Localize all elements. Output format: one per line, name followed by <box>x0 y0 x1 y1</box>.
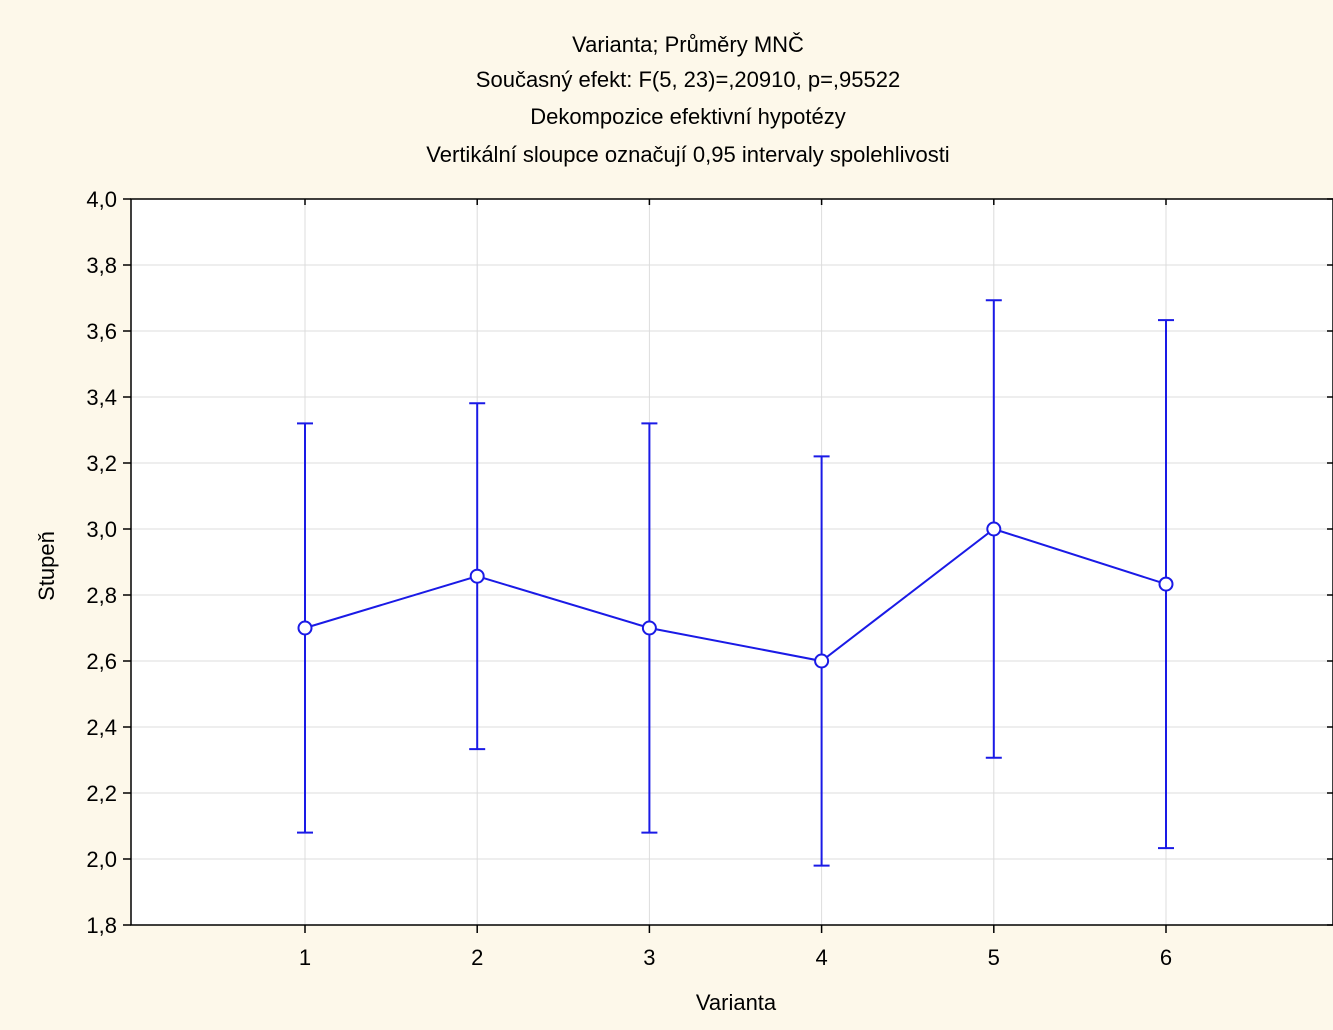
data-point <box>1158 576 1174 592</box>
y-axis-ticks: 1,8 2,0 2,2 2,4 2,6 2,8 3,0 3,2 3,4 3,6 3,8 4,0 <box>86 187 1333 938</box>
chart-title-line-3: Dekompozice efektivní hypotézy <box>530 104 846 129</box>
series-line <box>304 527 1167 663</box>
data-point <box>986 521 1002 537</box>
data-point <box>814 653 830 669</box>
y-tick-label: 2,2 <box>86 781 117 806</box>
y-tick-label: 1,8 <box>86 913 117 938</box>
x-tick-label: 3 <box>643 945 655 970</box>
x-tick-label: 5 <box>988 945 1000 970</box>
plot-area <box>131 199 1333 925</box>
y-tick-label: 3,0 <box>86 517 117 542</box>
y-tick-label: 4,0 <box>86 187 117 212</box>
data-point <box>297 620 313 636</box>
y-tick-label: 2,0 <box>86 847 117 872</box>
y-tick-label: 3,6 <box>86 319 117 344</box>
y-tick-label: 3,8 <box>86 253 117 278</box>
x-axis-ticks: 1 2 3 4 5 6 <box>299 199 1172 970</box>
x-tick-label: 6 <box>1160 945 1172 970</box>
chart-title-line-1: Varianta; Průměry MNČ <box>572 32 804 57</box>
chart-title: Varianta; Průměry MNČ Současný efekt: F(… <box>426 32 949 167</box>
x-tick-label: 4 <box>815 945 827 970</box>
data-point <box>469 568 485 584</box>
y-tick-label: 2,6 <box>86 649 117 674</box>
data-point <box>641 620 657 636</box>
chart-title-line-4: Vertikální sloupce označují 0,95 interva… <box>426 142 949 167</box>
series <box>297 299 1174 867</box>
y-axis-title: Stupeň <box>34 531 59 601</box>
y-tick-label: 2,8 <box>86 583 117 608</box>
x-tick-label: 2 <box>471 945 483 970</box>
y-tick-label: 2,4 <box>86 715 117 740</box>
y-tick-label: 3,4 <box>86 385 117 410</box>
chart-title-line-2: Současný efekt: F(5, 23)=,20910, p=,9552… <box>476 67 900 92</box>
x-axis-title: Varianta <box>696 990 777 1015</box>
y-tick-label: 3,2 <box>86 451 117 476</box>
x-tick-label: 1 <box>299 945 311 970</box>
plot-frame <box>130 198 1333 926</box>
